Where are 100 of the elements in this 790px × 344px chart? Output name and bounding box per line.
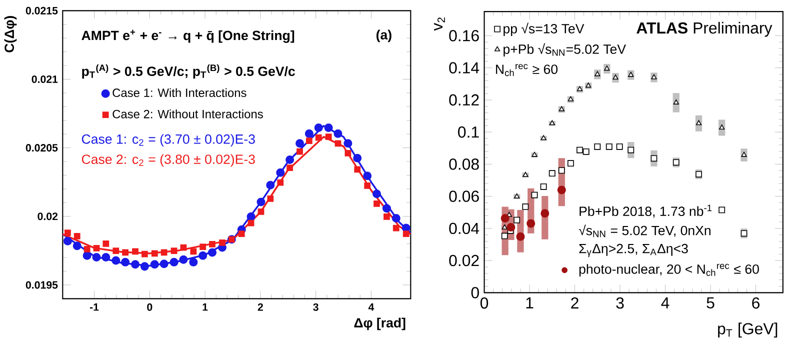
- point: [92, 252, 101, 262]
- point: [276, 168, 285, 177]
- annotation: ATLAS Preliminary: [636, 22, 772, 37]
- x-tick-label: 3: [313, 303, 318, 311]
- point: [628, 146, 634, 154]
- y-tick-label: 0.1: [458, 126, 479, 138]
- legend-label: photo-nuclear, 20 < N$_{ch}$$^{rec}$ ≤ 60: [579, 264, 759, 276]
- point: [514, 216, 520, 224]
- point: [576, 146, 583, 154]
- point: [324, 124, 333, 132]
- legend-label: Case 2: Without Interactions: [112, 110, 263, 118]
- y-tick-label: 0.16: [449, 30, 479, 42]
- point: [500, 214, 510, 223]
- point: [248, 220, 254, 226]
- point: [594, 143, 601, 150]
- y-tick-label: 0.12: [449, 94, 479, 106]
- point: [122, 249, 128, 256]
- point: [540, 209, 550, 218]
- point: [568, 160, 574, 167]
- point: [286, 164, 293, 172]
- point: [531, 192, 538, 198]
- y-tick-label: 0.08: [449, 158, 479, 170]
- point: [719, 124, 725, 130]
- x-tick-label: 4: [661, 297, 670, 308]
- x-tick-label: 1: [526, 297, 534, 308]
- point: [74, 232, 80, 240]
- annotation: AMPT e$^{+}$ + e$^{-}$ → q + q̄ [One String]: [82, 30, 294, 43]
- point: [151, 250, 158, 257]
- point: [344, 139, 352, 148]
- text: Case 2: c$_{2}$ = (3.80 ± 0.02)E-3: [82, 154, 255, 167]
- x-tick-label: 1: [202, 303, 208, 311]
- point: [84, 246, 90, 252]
- y-tick-label: 0.0215: [26, 6, 58, 14]
- point: [325, 134, 332, 140]
- point: [267, 196, 274, 202]
- point: [696, 171, 702, 178]
- x-tick-label: -1: [90, 303, 99, 311]
- point: [558, 167, 565, 174]
- point: [363, 172, 372, 180]
- point: [353, 154, 362, 162]
- point: [160, 249, 168, 256]
- point: [374, 200, 380, 207]
- y-tick-label: 0.02: [38, 212, 58, 220]
- point: [258, 208, 264, 215]
- x-tick-label: 5: [706, 297, 714, 308]
- annotation: p$_{T}$$^{(A)}$ > 0.5 GeV/c; p$_{T}$$^{(B)}$ > 0.5 GeV/c: [82, 64, 295, 79]
- point: [141, 250, 148, 258]
- point: [696, 120, 702, 126]
- point: [606, 143, 612, 150]
- point: [64, 230, 71, 236]
- point: [741, 152, 747, 157]
- x-tick-label: 2: [258, 303, 263, 311]
- annotation: (a): [376, 30, 392, 42]
- point: [650, 155, 658, 162]
- point: [522, 204, 529, 210]
- x-tick-label: 6: [752, 297, 760, 309]
- point: [344, 150, 352, 156]
- x-tick-label: 0: [147, 303, 152, 311]
- point: [314, 124, 323, 132]
- x-tick-label: 3: [616, 297, 624, 309]
- point: [382, 204, 391, 213]
- x-axis-title: p$_{T}$ [GeV]: [718, 322, 778, 338]
- point: [296, 139, 304, 148]
- point: [198, 251, 208, 260]
- point: [190, 248, 197, 255]
- point: [392, 224, 400, 232]
- point: [334, 140, 342, 147]
- point: [296, 148, 303, 155]
- annotation: Σ$_{γ}$Δη>2.5, Σ$_{A}$Δη<3: [579, 244, 688, 258]
- annotation: Pb+Pb 2018, 1.73 nb$^{-1}$: [580, 204, 712, 218]
- point: [354, 166, 361, 173]
- x-axis-title: Δφ [rad]: [354, 318, 406, 330]
- point: [384, 213, 390, 220]
- point: [160, 260, 168, 268]
- point: [402, 230, 410, 237]
- point: [506, 223, 516, 232]
- point: [277, 179, 284, 186]
- point: [63, 236, 72, 246]
- point: [238, 230, 245, 237]
- y-tick-label: 0.0195: [26, 281, 58, 289]
- point: [102, 252, 110, 262]
- point: [150, 260, 159, 269]
- point: [673, 99, 679, 104]
- point: [548, 170, 556, 177]
- y-tick-label: 0.02: [449, 254, 479, 266]
- point: [304, 129, 314, 138]
- point: [112, 256, 120, 265]
- point: [180, 244, 187, 251]
- point: [306, 138, 312, 144]
- y-tick-label: 0.14: [449, 62, 480, 74]
- point: [372, 190, 381, 198]
- point: [131, 260, 140, 269]
- point: [286, 155, 294, 164]
- y-tick-label: 0.0205: [26, 144, 58, 152]
- legend-label: Case 1: With Interactions: [112, 88, 246, 98]
- point: [256, 198, 266, 206]
- legend-label: p+Pb √s$_{NN}$=5.02 TeV: [504, 43, 626, 57]
- point: [616, 143, 623, 150]
- point: [557, 186, 566, 194]
- x-tick-label: 0: [480, 297, 488, 309]
